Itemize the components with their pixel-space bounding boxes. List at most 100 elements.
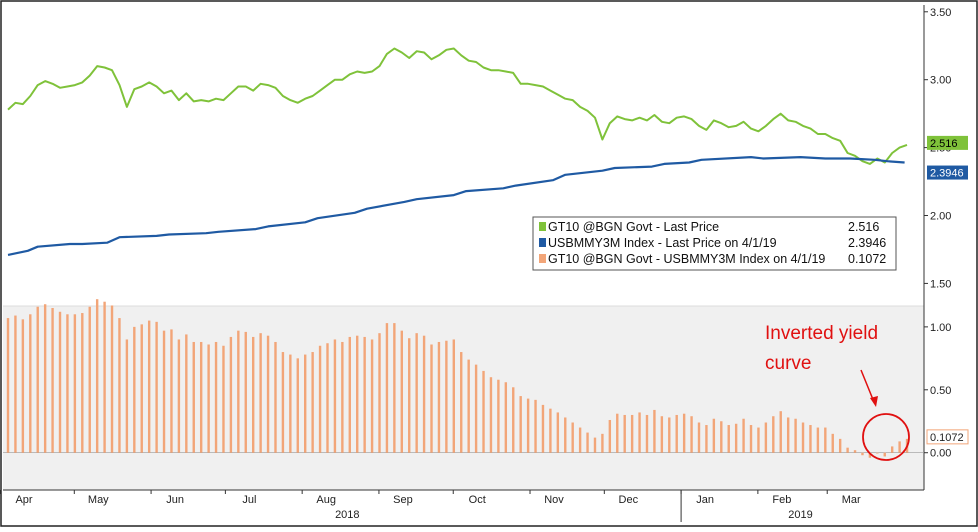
annotation-circle (862, 413, 910, 461)
spread-bar (259, 333, 262, 453)
spread-bar (623, 414, 626, 453)
spread-bar (541, 404, 545, 453)
legend-label-usbmmy3m: USBMMY3M Index - Last Price on 4/1/19 (548, 236, 777, 250)
x-tick-label: Jun (166, 494, 184, 506)
spread-bar (526, 398, 530, 453)
legend-swatch-spread (539, 254, 546, 263)
spread-bar (385, 323, 389, 453)
spread-bar (601, 433, 604, 453)
spread-bar (445, 340, 448, 453)
spread-bar (489, 377, 493, 453)
spread-bar (512, 387, 515, 453)
spread-bar (103, 301, 106, 453)
legend-label-spread: GT10 @BGN Govt - USBMMY3M Index on 4/1/1… (548, 252, 825, 266)
spread-bar (608, 419, 612, 453)
gt10-end-label-box (927, 135, 968, 150)
series-end-labels: 2.516 2.3946 0.1072 (926, 135, 969, 445)
legend-swatch-usbmmy3m (539, 238, 546, 247)
spread-bar (883, 452, 886, 457)
spread-bar (363, 336, 366, 453)
x-tick-label: Feb (772, 494, 791, 506)
spread-bar (794, 418, 797, 453)
x-tick-label: Apr (15, 494, 32, 506)
legend-swatch-gt10 (539, 222, 546, 231)
spread-end-label: 0.1072 (930, 432, 964, 444)
spread-bar (304, 354, 307, 453)
usbmmy3m-end-label: 2.3946 (930, 168, 964, 180)
spread-bar (727, 425, 730, 453)
spread-bar (578, 427, 582, 453)
spread-bar (237, 330, 240, 453)
spread-bar (21, 319, 25, 453)
spread-bar (534, 399, 537, 453)
spread-bar (43, 304, 47, 453)
spread-bar (816, 427, 820, 453)
lower-y-tick-label: 1.00 (930, 322, 951, 334)
usbmmy3m-end-label-box (927, 165, 968, 180)
spread-bar (757, 427, 760, 453)
legend-label-gt10: GT10 @BGN Govt - Last Price (548, 220, 719, 234)
spread-bar (58, 311, 62, 453)
spread-bar (482, 370, 485, 453)
spread-bar (690, 416, 693, 453)
spread-bar (742, 418, 745, 453)
spread-bar (638, 412, 641, 453)
annotation-line-1: Inverted yield (765, 323, 878, 344)
spread-bar (296, 358, 299, 453)
spread-bars (6, 299, 909, 458)
annotation-line-2: curve (765, 353, 811, 374)
spread-bar (779, 411, 782, 453)
spread-bar (460, 352, 463, 453)
spread-bar (6, 318, 10, 453)
x-tick-label: May (88, 494, 109, 506)
spread-bar (697, 422, 701, 453)
x-tick-label: Oct (469, 494, 486, 506)
lower-y-tick-label: 0.50 (930, 385, 951, 397)
spread-bar (251, 336, 255, 453)
spread-bar (645, 414, 649, 453)
spread-bar (853, 450, 857, 453)
spread-bar (764, 422, 768, 453)
spread-bar (311, 352, 314, 453)
annotation-arrow-shaft (860, 369, 875, 403)
spread-bar (474, 364, 478, 453)
spread-bar (467, 359, 470, 453)
spread-bar (415, 333, 418, 453)
spread-bar (244, 331, 247, 453)
spread-bar (125, 339, 129, 453)
spread-bar (73, 314, 77, 453)
x-tick-label: Nov (544, 494, 564, 506)
spread-bar (430, 344, 433, 453)
upper-y-tick-label: 3.00 (930, 75, 951, 87)
x-tick-label: Mar (842, 494, 861, 506)
spread-bar (682, 413, 686, 453)
lower-y-tick-label: 0.00 (930, 448, 951, 460)
spread-bar (370, 339, 374, 453)
lower-y-axis: 1.00 0.50 0.00 (3, 322, 951, 460)
annotation-arrow-head (870, 396, 878, 407)
spread-bar (772, 416, 775, 453)
x-tick-label: Jul (242, 494, 256, 506)
spread-bar (356, 335, 359, 453)
spread-bar (653, 409, 656, 453)
spread-bar (749, 425, 753, 453)
spread-bar (140, 324, 143, 453)
spread-bar (222, 345, 225, 453)
spread-bar (177, 339, 181, 453)
legend-value-spread: 0.1072 (848, 252, 886, 266)
upper-y-tick-label: 1.50 (930, 278, 951, 290)
spread-bar (348, 336, 351, 453)
spread-bar (801, 422, 805, 453)
legend-value-usbmmy3m: 2.3946 (848, 236, 886, 250)
spread-bar (705, 425, 708, 453)
spread-bar (408, 338, 411, 453)
yield-lines (7, 47, 908, 256)
spread-bar (281, 352, 285, 453)
spread-bar (88, 306, 91, 453)
spread-bar (133, 326, 136, 453)
spread-bar (876, 452, 879, 454)
spread-bar (66, 314, 69, 453)
spread-bar (675, 414, 678, 453)
